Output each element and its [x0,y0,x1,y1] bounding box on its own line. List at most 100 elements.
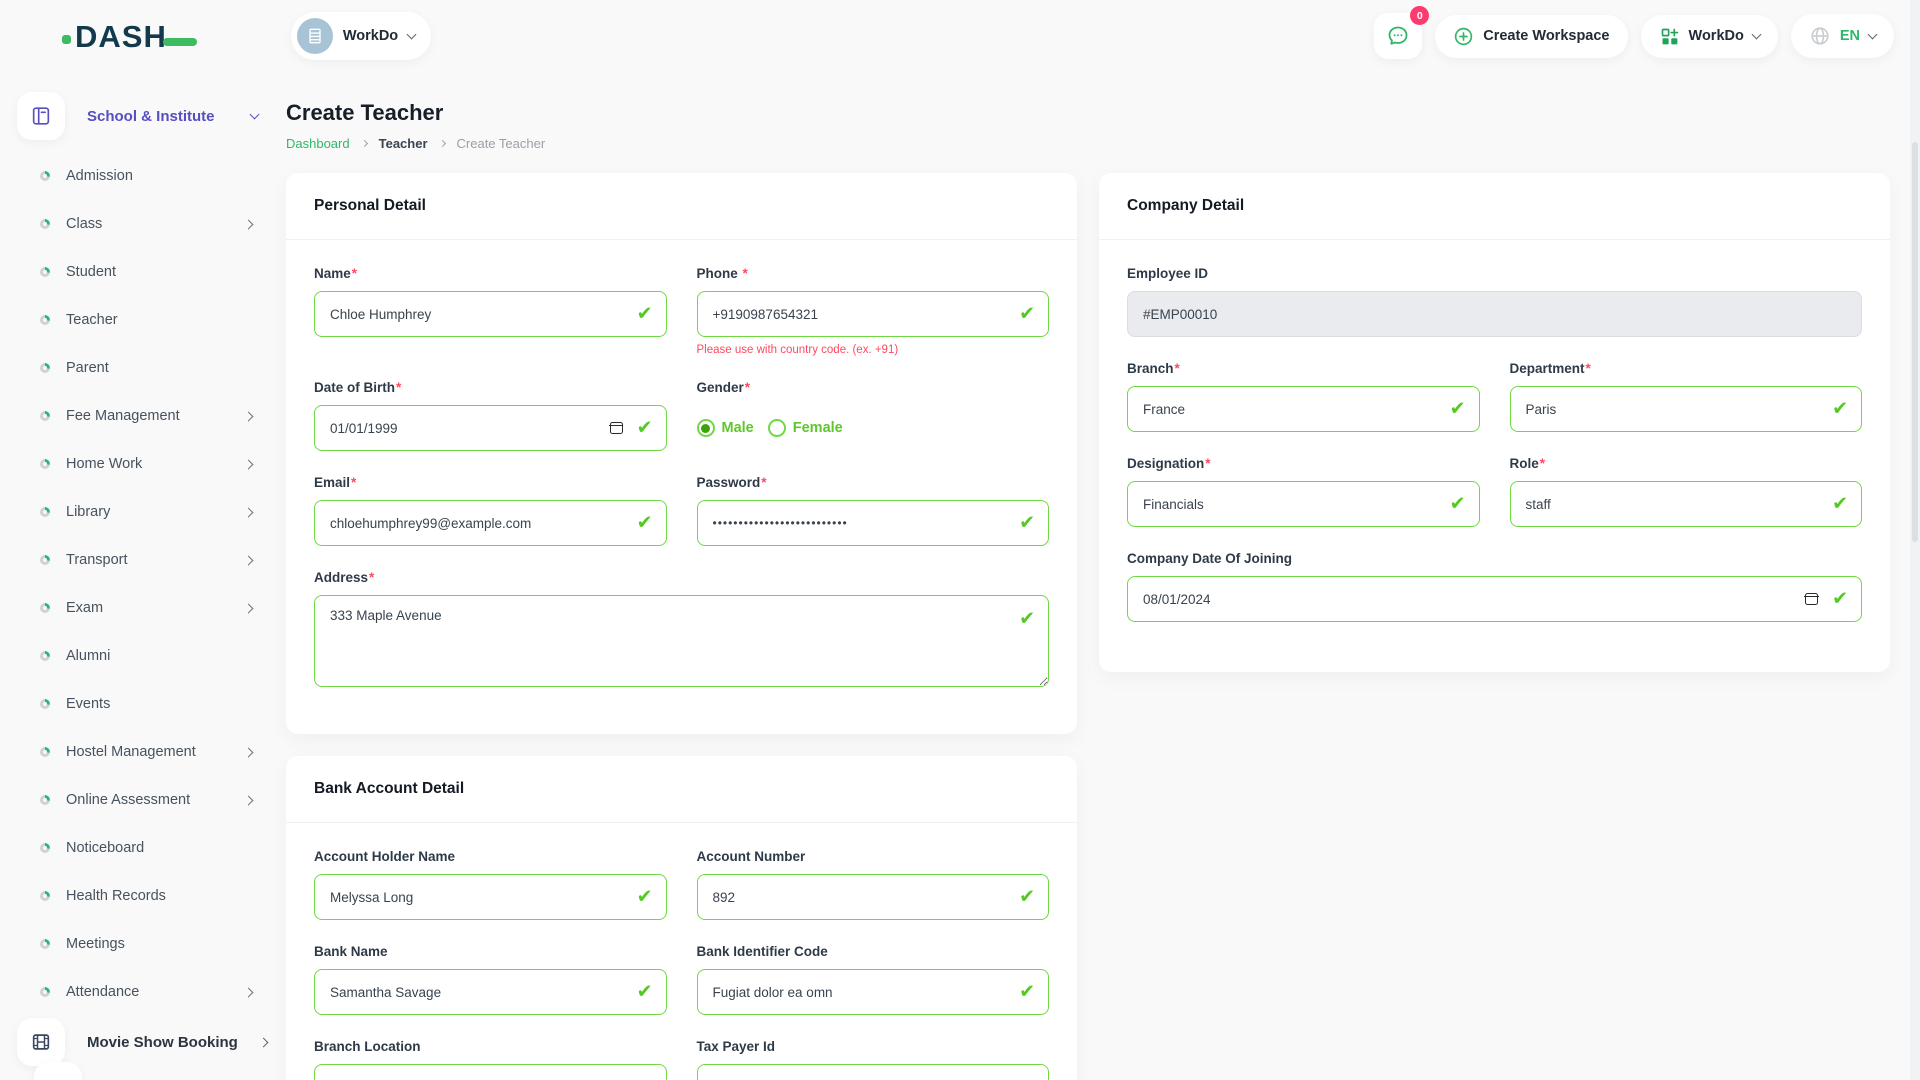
sidebar-item-label: Noticeboard [66,840,145,856]
bullet-icon [40,843,50,853]
bullet-icon [40,747,50,757]
sidebar-item-attendance[interactable]: Attendance [0,968,280,1016]
sidebar-item-label: Teacher [66,312,118,328]
sidebar-item-alumni[interactable]: Alumni [0,632,280,680]
chevron-down-icon [249,109,259,120]
sidebar-item-exam[interactable]: Exam [0,584,280,632]
sidebar-item-health-records[interactable]: Health Records [0,872,280,920]
scrollbar-thumb[interactable] [1912,142,1918,542]
phone-input[interactable] [696,291,1049,337]
sidebar-item-label: Fee Management [66,408,180,424]
bank-identifier-code-input[interactable] [696,969,1049,1015]
required-mark: * [396,380,402,395]
check-icon: ✔ [1449,398,1466,420]
required-mark: * [1205,456,1211,471]
check-icon: ✔ [1832,398,1848,420]
address-textarea[interactable]: 333 Maple Avenue [314,595,1049,687]
sidebar-item-events[interactable]: Events [0,680,280,728]
tax-payer-id-input[interactable] [696,1064,1049,1080]
logo-dot-icon [62,34,71,44]
branch-input[interactable] [1127,386,1480,432]
page-title: Create Teacher [286,100,444,125]
sidebar-item-transport[interactable]: Transport [0,536,280,584]
check-icon: ✔ [1019,303,1035,325]
joining-date-input[interactable] [1127,576,1862,622]
create-workspace-button[interactable]: Create Workspace [1435,14,1628,58]
department-label: Department* [1509,361,1591,376]
sidebar-item-home-work[interactable]: Home Work [0,440,280,488]
check-icon: ✔ [1019,981,1035,1003]
messages-button[interactable]: 0 [1374,6,1430,59]
gender-radio-group: Male Female [696,405,1050,451]
bullet-icon [40,363,50,373]
bullet-icon [40,699,50,709]
branch-label: Branch* [1127,361,1180,376]
top-right-actions: 0 Create Workspace WorkDo [1374,6,1894,59]
password-input[interactable] [696,500,1049,546]
bullet-icon [40,219,50,229]
branch-location-input[interactable] [314,1064,667,1080]
sidebar-item-movie-show-booking[interactable]: Movie Show Booking [17,1018,269,1080]
sidebar-item-label: Admission [66,168,133,184]
designation-input[interactable] [1127,481,1480,527]
sidebar-item-meetings[interactable]: Meetings [0,920,280,968]
breadcrumb-teacher-link[interactable]: Teacher [378,136,428,151]
bank-name-input[interactable] [314,969,667,1015]
account-holder-input[interactable] [314,874,667,920]
sidebar-item-parent[interactable]: Parent [0,344,280,392]
name-input[interactable] [314,291,667,337]
sidebar-item-fee-management[interactable]: Fee Management [0,392,280,440]
sidebar-menu: Admission Class Student Teacher Parent F… [0,152,280,1016]
sidebar-item-online-assessment[interactable]: Online Assessment [0,776,280,824]
check-icon: ✔ [1019,512,1035,534]
workspace-switcher[interactable]: WorkDo [290,12,432,60]
required-mark: * [1585,361,1591,376]
chevron-right-icon [243,507,254,517]
sidebar-item-label: Online Assessment [66,792,191,808]
sidebar-item-class[interactable]: Class [0,200,280,248]
email-input[interactable] [314,500,667,546]
sidebar-section-label: School & Institute [87,107,215,125]
dob-input[interactable] [314,405,667,451]
sidebar-item-teacher[interactable]: Teacher [0,296,280,344]
breadcrumb-dashboard-link[interactable]: Dashboard [286,136,350,151]
department-input[interactable] [1509,386,1862,432]
breadcrumb-current: Create Teacher [456,136,546,151]
calendar-icon[interactable] [608,422,624,434]
sidebar-item-admission[interactable]: Admission [0,152,280,200]
chat-bubble-icon [1388,26,1408,45]
language-dropdown[interactable]: EN [1790,14,1894,58]
sidebar-item-noticeboard[interactable]: Noticeboard [0,824,280,872]
required-mark: * [369,570,375,585]
required-mark: * [351,475,357,490]
sidebar-item-hostel-management[interactable]: Hostel Management [0,728,280,776]
chevron-right-icon [243,219,254,229]
dob-label: Date of Birth* [314,380,402,395]
bullet-icon [40,987,50,997]
check-icon: ✔ [636,303,653,325]
page-scrollbar[interactable] [1910,0,1920,1080]
bullet-icon [40,267,50,277]
joining-date-label: Company Date Of Joining [1127,551,1293,566]
chevron-right-icon [243,603,254,613]
gender-male-option[interactable]: Male [696,419,754,437]
gender-male-label: Male [721,420,754,436]
address-label: Address* [314,570,375,585]
calendar-icon[interactable] [1804,593,1819,605]
sidebar-item-label: Hostel Management [66,744,196,760]
workdo-apps-dropdown[interactable]: WorkDo [1640,14,1778,58]
account-number-input[interactable] [696,874,1049,920]
sidebar-section-school-institute[interactable]: School & Institute [0,88,280,144]
sidebar-item-label: Exam [66,600,104,616]
gender-female-option[interactable]: Female [767,419,843,437]
bank-account-detail-title: Bank Account Detail [286,756,1077,823]
sidebar-item-library[interactable]: Library [0,488,280,536]
role-input[interactable] [1509,481,1862,527]
sidebar: School & Institute Admission Class Stude… [0,72,280,1080]
sidebar-item-label: Student [66,264,116,280]
sidebar-item-label: Meetings [66,936,125,952]
sidebar-item-student[interactable]: Student [0,248,280,296]
name-label: Name* [314,266,358,281]
tax-payer-id-label: Tax Payer Id [696,1039,776,1054]
bullet-icon [40,939,50,949]
